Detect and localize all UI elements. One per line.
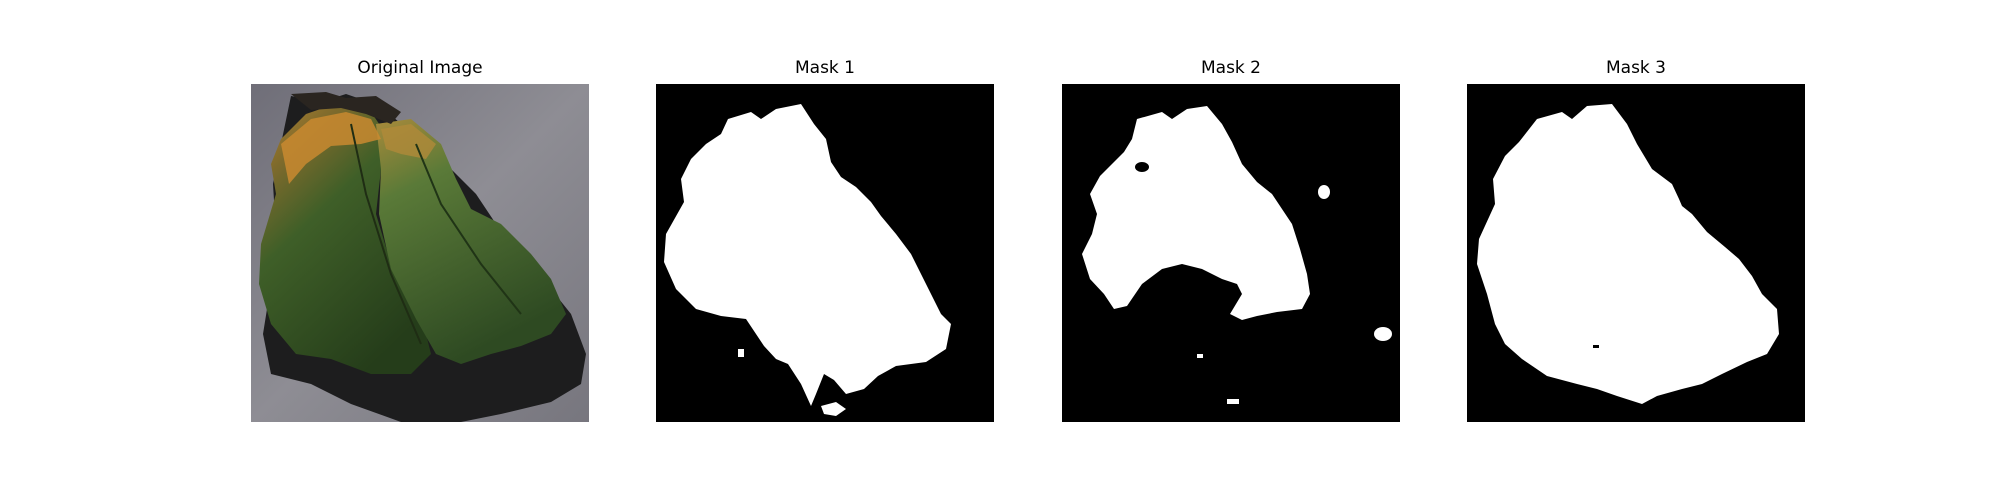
panel-title-mask-3: Mask 3: [1605, 58, 1666, 78]
leaf-tip-orange: [281, 112, 381, 184]
mask-2-speck-1: [1197, 354, 1203, 358]
mask-2-image: [1062, 84, 1400, 422]
mask-3-image: [1467, 84, 1805, 422]
panel-title-mask-1: Mask 1: [794, 58, 855, 78]
mask-2-blob-right: [1318, 185, 1330, 199]
mask-3-notch: [1593, 345, 1599, 348]
mask-1-blob-bottom: [821, 402, 846, 416]
mask-2-blob-far-right: [1374, 327, 1392, 341]
original-image: [251, 84, 589, 422]
leaf-right: [376, 119, 566, 364]
mask-1-region: [664, 104, 951, 406]
panel-title-mask-2: Mask 2: [1200, 58, 1261, 78]
mask-2-hole: [1135, 162, 1149, 172]
leaf-tip-orange-2: [381, 124, 436, 159]
mask-3-region: [1477, 104, 1779, 404]
leaf-top-edge: [291, 92, 401, 124]
leaf-left: [259, 102, 431, 374]
panel-title-original: Original Image: [357, 58, 483, 78]
mask-2-speck-2: [1227, 399, 1239, 404]
mask-1-speck: [738, 349, 744, 357]
leaf-midrib-right: [415, 143, 522, 315]
mask-2-svg: [1062, 84, 1400, 422]
mask-1-svg: [656, 84, 994, 422]
mask-1-image: [656, 84, 994, 422]
mask-3-svg: [1467, 84, 1805, 422]
original-image-svg: [251, 84, 589, 422]
mask-2-region: [1082, 106, 1310, 320]
leaf-midrib: [350, 123, 422, 345]
